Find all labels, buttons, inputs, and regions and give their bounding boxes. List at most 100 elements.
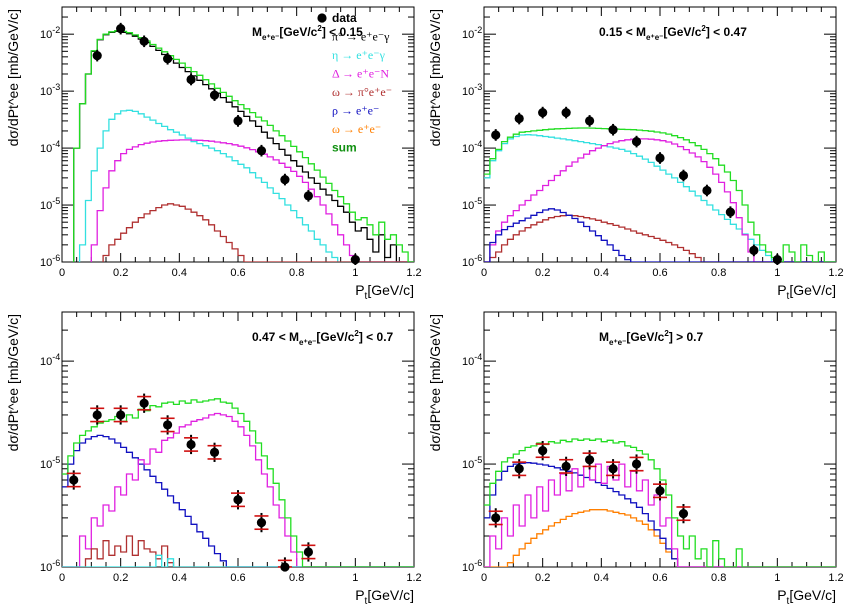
- y-tick-exp: -5: [474, 455, 482, 465]
- series-group: [62, 398, 414, 567]
- data-points: [66, 393, 316, 572]
- data-point: [350, 255, 360, 265]
- data-point: [749, 245, 759, 255]
- y-tick-label: 10-6: [40, 253, 60, 269]
- x-axis-label-main: P: [355, 587, 364, 603]
- x-tick-label: 0.2: [113, 572, 128, 584]
- x-axis-label-main: P: [355, 282, 364, 298]
- y-tick-base: 10: [462, 562, 474, 574]
- data-point: [116, 410, 126, 420]
- panel-title: 0.15 < Me⁺e⁻[GeV/c2] < 0.47: [599, 24, 747, 42]
- legend-label: η → e⁺e⁻γ: [332, 48, 386, 62]
- data-point: [163, 54, 173, 64]
- x-tick-label: 0.6: [230, 572, 245, 584]
- y-tick-base: 10: [462, 459, 474, 471]
- x-tick-label: 1.2: [828, 267, 843, 279]
- x-tick-label: 1.2: [406, 267, 421, 279]
- y-tick-label: 10-2: [40, 25, 60, 41]
- y-tick-base: 10: [462, 257, 474, 269]
- y-tick-base: 10: [40, 562, 52, 574]
- x-axis-label-rest: [GeV/c]: [367, 282, 414, 298]
- x-tick-label: 0: [59, 267, 65, 279]
- data-point: [69, 475, 79, 485]
- title-sub: e⁺e⁻: [609, 338, 626, 347]
- data-point: [256, 517, 267, 528]
- y-tick-exp: -6: [474, 558, 482, 568]
- data-point: [303, 191, 313, 201]
- series-delta: [484, 463, 836, 567]
- data-point: [631, 459, 642, 469]
- y-tick-label: 10-4: [40, 352, 60, 368]
- y-tick-exp: -6: [52, 558, 60, 568]
- data-point: [186, 74, 196, 85]
- x-axis-label: Pt[GeV/c]: [355, 587, 414, 607]
- x-axis-label: Pt[GeV/c]: [777, 282, 836, 302]
- series-rho: [484, 208, 836, 262]
- data-point: [678, 509, 689, 519]
- series-sum: [484, 438, 836, 567]
- y-tick-exp: -5: [52, 196, 60, 206]
- data-point: [163, 420, 173, 430]
- x-tick-label: 1.2: [406, 572, 421, 584]
- data-point: [303, 547, 313, 557]
- title-part: 0.47 < M: [252, 330, 299, 344]
- y-tick-label: 10-4: [40, 139, 60, 155]
- title-part: ] < 0.47: [706, 25, 747, 39]
- x-axis-label-rest: [GeV/c]: [789, 282, 836, 298]
- legend-label: ω → π°e⁺e⁻: [332, 85, 392, 99]
- y-tick-base: 10: [40, 356, 52, 368]
- series-group: [484, 438, 836, 567]
- x-axis-label: Pt[GeV/c]: [777, 587, 836, 607]
- series-rho: [484, 462, 836, 567]
- x-axis-label: Pt[GeV/c]: [355, 282, 414, 302]
- series-omega_dalitz: [484, 214, 836, 262]
- y-tick-label: 10-6: [462, 253, 482, 269]
- x-axis-label-sub: t: [787, 291, 790, 302]
- data-point: [491, 130, 501, 140]
- data-point: [631, 136, 642, 147]
- x-axis-label-main: P: [777, 587, 786, 603]
- panel-top-right: 0 0.2 0.4 0.6 0.8 1 1.210-610-510-410-310-2Pt[…: [427, 6, 844, 302]
- x-tick-label: 0: [481, 267, 487, 279]
- title-part: [GeV/c: [279, 25, 317, 39]
- legend-label: sum: [332, 141, 357, 155]
- x-tick-label: 0: [59, 572, 65, 584]
- legend: data π° → e⁺e⁻γ η → e⁺e⁻γ Δ → e⁺e⁻N ω → π°e⁺…: [317, 11, 392, 155]
- y-tick-label: 10-3: [462, 82, 482, 98]
- y-tick-exp: -6: [474, 253, 482, 263]
- panel-title: 0.47 < Me⁺e⁻[GeV/c2] < 0.7: [252, 329, 394, 347]
- panel-title: Me⁺e⁻[GeV/c2] > 0.7: [599, 329, 703, 347]
- series-group: [484, 127, 836, 262]
- y-axis-label: dσ/dPt^ee [mb/GeV/c]: [5, 9, 21, 146]
- data-points: [488, 441, 691, 528]
- y-tick-exp: -5: [52, 455, 60, 465]
- x-tick-label: 0.8: [289, 572, 304, 584]
- x-tick-label: 0.6: [230, 267, 245, 279]
- title-part: ] < 0.15: [322, 25, 363, 39]
- data-point: [186, 439, 196, 450]
- data-point: [256, 146, 267, 156]
- x-tick-label: 0.8: [711, 572, 726, 584]
- data-point: [678, 170, 689, 181]
- data-point: [655, 486, 665, 496]
- series-eta: [78, 109, 414, 262]
- series-sum: [73, 30, 414, 262]
- series-eta: [484, 134, 836, 262]
- title-part: ] < 0.7: [359, 330, 394, 344]
- y-tick-base: 10: [40, 257, 52, 269]
- y-tick-exp: -3: [52, 82, 60, 92]
- title-part: M: [599, 330, 609, 344]
- data-point: [139, 36, 149, 46]
- title-sup: 2: [354, 329, 359, 338]
- data-point: [514, 464, 524, 474]
- data-point: [585, 116, 595, 126]
- data-point: [116, 24, 126, 34]
- y-tick-exp: -2: [474, 25, 482, 35]
- title-part: [GeV/c: [316, 330, 354, 344]
- x-axis-label-rest: [GeV/c]: [789, 587, 836, 603]
- y-tick-label: 10-4: [462, 139, 482, 155]
- data-point: [538, 446, 548, 456]
- x-tick-label: 1: [352, 267, 358, 279]
- y-tick-label: 10-2: [462, 25, 482, 41]
